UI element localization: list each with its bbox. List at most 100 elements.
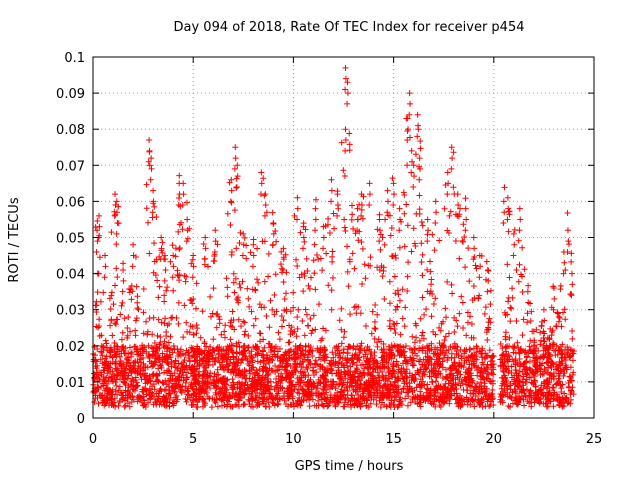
data-point	[546, 387, 553, 394]
data-point	[328, 187, 335, 194]
data-point	[505, 205, 512, 212]
data-point	[321, 346, 328, 353]
data-point	[560, 372, 567, 379]
data-point	[527, 337, 534, 344]
data-point	[221, 402, 228, 409]
data-point	[250, 241, 257, 248]
data-point	[117, 311, 124, 318]
data-point	[563, 395, 570, 402]
data-point	[418, 240, 425, 247]
data-point	[312, 196, 319, 203]
data-point	[212, 399, 219, 406]
data-point	[525, 299, 532, 306]
data-point	[519, 376, 526, 383]
data-point	[179, 350, 186, 357]
data-point	[463, 216, 470, 223]
data-point	[334, 360, 341, 367]
data-point	[398, 388, 405, 395]
data-point	[477, 263, 484, 270]
data-point	[94, 227, 101, 234]
data-point	[288, 387, 295, 394]
data-point	[440, 318, 446, 325]
data-point	[470, 391, 477, 398]
data-point	[178, 389, 185, 396]
data-point	[258, 180, 265, 187]
data-point	[106, 353, 113, 360]
data-point	[146, 250, 153, 257]
data-point	[231, 326, 238, 333]
data-point	[169, 383, 176, 390]
data-point	[97, 298, 104, 305]
y-axis-label: ROTI / TECUs	[7, 197, 22, 282]
data-point	[434, 385, 441, 392]
data-point	[428, 313, 435, 320]
data-point	[443, 389, 450, 396]
data-point	[162, 386, 169, 393]
data-point	[403, 389, 410, 396]
data-point	[106, 295, 113, 302]
data-point	[272, 343, 279, 350]
data-point	[255, 279, 262, 286]
data-point	[417, 388, 424, 395]
data-point	[249, 263, 256, 270]
data-point	[451, 328, 458, 335]
data-point	[344, 79, 351, 86]
data-point	[489, 387, 496, 394]
data-point	[130, 241, 137, 248]
data-point	[359, 281, 366, 288]
data-point	[394, 287, 401, 294]
data-point	[247, 352, 254, 359]
data-point	[197, 334, 204, 341]
data-point	[319, 267, 326, 274]
data-point	[486, 315, 493, 322]
data-point	[288, 370, 295, 376]
data-point	[305, 372, 312, 379]
data-point	[453, 395, 460, 402]
data-point	[100, 289, 107, 296]
data-point	[449, 290, 456, 297]
data-point	[103, 340, 110, 347]
data-point	[384, 378, 391, 385]
data-point	[334, 212, 341, 219]
data-point	[417, 315, 424, 322]
data-point	[317, 363, 324, 370]
data-point	[240, 343, 247, 350]
data-point	[566, 241, 573, 248]
data-point	[463, 387, 470, 394]
data-point	[403, 366, 410, 373]
data-point	[504, 261, 511, 268]
data-point	[442, 333, 449, 340]
data-point	[223, 275, 230, 282]
data-point	[161, 298, 168, 305]
data-point	[524, 288, 531, 295]
data-point	[317, 362, 324, 369]
data-point	[555, 370, 562, 377]
data-point	[408, 147, 415, 154]
data-point	[151, 258, 158, 265]
data-point	[102, 337, 109, 344]
data-point	[479, 373, 486, 380]
data-point	[96, 254, 103, 261]
data-point	[93, 248, 100, 255]
data-point	[182, 379, 189, 386]
data-point	[113, 230, 120, 237]
data-point	[216, 351, 223, 358]
data-point	[262, 360, 269, 367]
data-point	[230, 279, 237, 286]
data-point	[224, 284, 231, 291]
data-point	[450, 184, 457, 191]
data-point	[402, 395, 409, 402]
data-point	[560, 309, 567, 316]
data-point	[404, 137, 411, 144]
data-point	[322, 327, 329, 334]
data-point	[102, 252, 109, 259]
data-point	[119, 329, 126, 336]
data-point	[550, 306, 557, 313]
data-point	[469, 379, 476, 386]
data-point	[460, 395, 467, 402]
data-point	[401, 243, 408, 250]
data-point	[367, 262, 374, 269]
data-point	[568, 258, 575, 265]
data-point	[369, 308, 376, 315]
data-point	[141, 401, 148, 408]
